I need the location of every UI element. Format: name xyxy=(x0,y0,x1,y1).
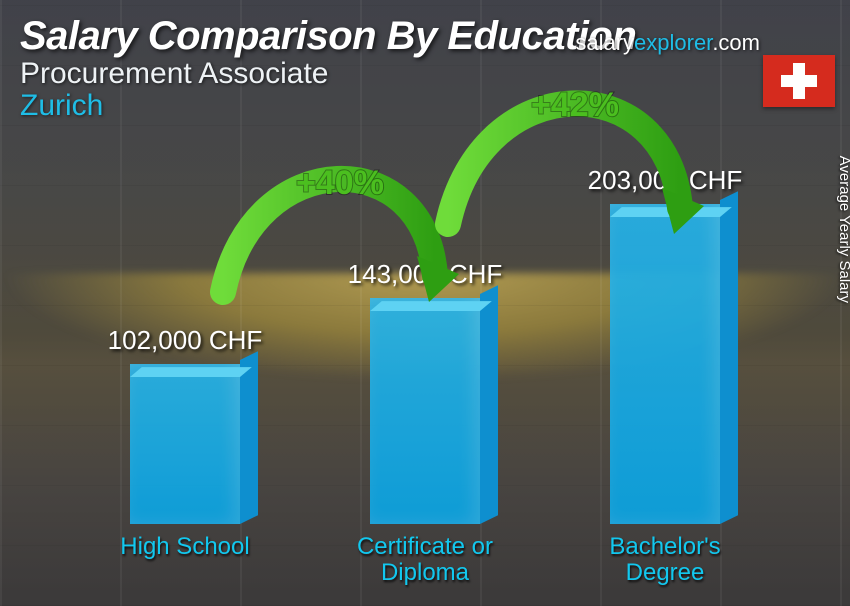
page-title: Salary Comparison By Education xyxy=(20,14,636,59)
bar-side-face xyxy=(240,351,258,524)
site-name-part2: explorer xyxy=(634,30,712,55)
job-title: Procurement Associate xyxy=(20,57,636,91)
site-tld: .com xyxy=(712,30,760,55)
bar-top-face xyxy=(370,301,492,311)
bar-column: 203,000 CHF Bachelor'sDegree xyxy=(590,165,740,588)
bar-side-face xyxy=(480,285,498,524)
category-label: Bachelor'sDegree xyxy=(609,534,720,588)
bar-top-face xyxy=(610,207,732,217)
bar-value-label: 102,000 CHF xyxy=(108,325,263,356)
bar xyxy=(130,364,240,524)
bar xyxy=(370,298,480,524)
bar xyxy=(610,204,720,524)
flag-icon xyxy=(763,55,835,107)
bar-chart: 102,000 CHF High School 143,000 CHF Certifi… xyxy=(0,158,850,588)
category-label: High School xyxy=(120,534,249,588)
category-label: Certificate orDiploma xyxy=(357,534,493,588)
header: Salary Comparison By Education Procureme… xyxy=(20,14,636,123)
site-watermark: salaryexplorer.com xyxy=(575,30,760,56)
bar-column: 102,000 CHF High School xyxy=(110,325,260,588)
bar-top-face xyxy=(130,367,252,377)
bar-value-label: 203,000 CHF xyxy=(588,165,743,196)
bar-front-face xyxy=(370,298,480,524)
bar-front-face xyxy=(610,204,720,524)
bar-value-label: 143,000 CHF xyxy=(348,259,503,290)
location: Zurich xyxy=(20,89,636,123)
bar-column: 143,000 CHF Certificate orDiploma xyxy=(350,259,500,588)
bar-side-face xyxy=(720,191,738,524)
bar-front-face xyxy=(130,364,240,524)
site-name-part1: salary xyxy=(575,30,634,55)
